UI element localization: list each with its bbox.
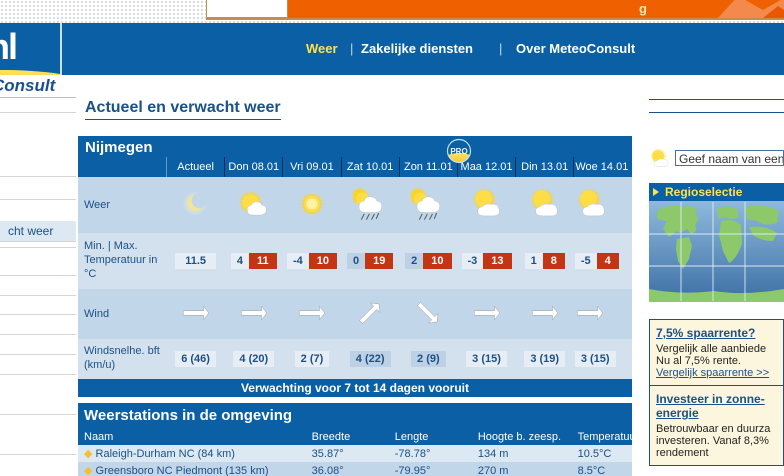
svg-text:PRO: PRO bbox=[450, 147, 467, 156]
svg-text:g: g bbox=[639, 1, 647, 16]
